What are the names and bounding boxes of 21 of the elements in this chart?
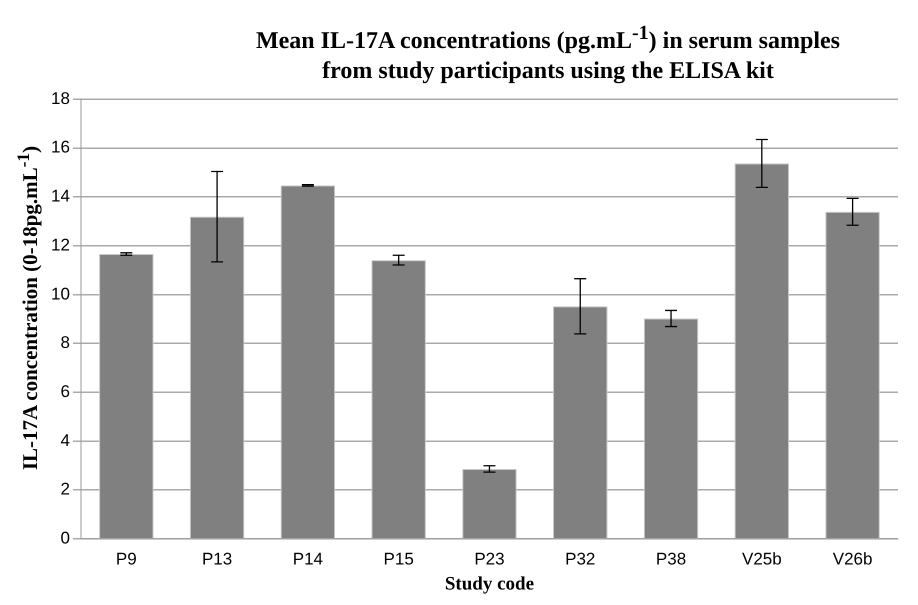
x-tick-label: P14 [292,550,324,569]
y-tick-label: 2 [60,480,70,499]
chart-title: Mean IL-17A concentrations (pg.mL$^{-1}$) in serum samples from study participants using the ELISA kit [255,21,841,86]
y-tick-label: 0 [60,528,70,548]
y-tick-label: 18 [50,88,70,108]
x-tick-label: P15 [384,550,414,569]
x-tick-label: V25b [742,550,782,569]
x-tick-label: P13 [202,550,232,569]
y-tick-label: 14 [50,186,70,206]
x-tick-label: P32 [565,550,596,569]
y-tick-label: 10 [50,284,70,304]
y-tick-label: 16 [50,138,70,157]
x-tick-label: P38 [656,550,686,569]
y-tick-label: 12 [50,235,70,254]
x-tick-label: P9 [116,550,137,569]
y-tick-label: 8 [60,333,70,352]
y-tick-label: 4 [60,430,70,450]
y-tick-label: 6 [60,382,70,401]
x-axis-title: Study code [444,574,534,595]
x-tick-label: P23 [474,550,505,569]
x-tick-label: V26b [832,550,872,569]
